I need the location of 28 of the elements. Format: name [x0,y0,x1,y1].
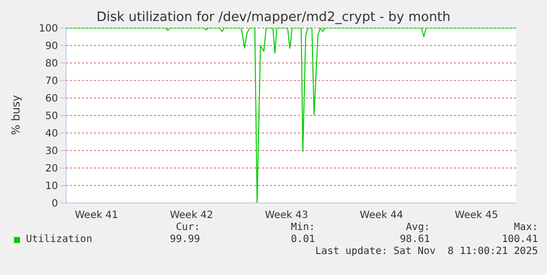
y-tick-label: 60 [45,94,58,105]
text: Max: [514,222,538,233]
x-tick-label: Week 42 [170,210,214,222]
y-tick-label: 80 [45,58,58,70]
chart-title: Disk utilization for /dev/mapper/md2_crypt - by month [95,10,452,25]
x-tick-label: Week 43 [264,210,308,222]
text: Last update: Sat Nov 8 11:00:21 2025 [315,246,538,257]
legend-label: Utilization [26,234,92,245]
text: 99.99 [170,234,200,245]
x-tick-label: Week 44 [360,210,404,222]
x-tick-label: Week 41 [74,210,118,222]
y-tick-label: 40 [45,128,58,140]
y-tick-label: 0 [52,198,58,210]
text: Cur: [176,222,200,233]
x-tick-label: Week 45 [454,210,498,222]
y-tick-label: 100 [38,24,58,35]
text: 98.61 [400,234,430,245]
text: Min: [290,222,315,233]
y-tick-label: 30 [45,146,58,158]
y-tick-label: 70 [45,76,58,88]
text: 0.01 [290,234,315,245]
y-tick-label: 20 [45,164,58,175]
text: Avg: [406,222,430,233]
y-tick-label: 50 [45,111,58,122]
text: 100.41 [502,234,538,245]
y-tick-label: 90 [45,41,58,52]
y-axis-title: % busy [10,94,22,136]
y-tick-label: 10 [45,181,58,192]
